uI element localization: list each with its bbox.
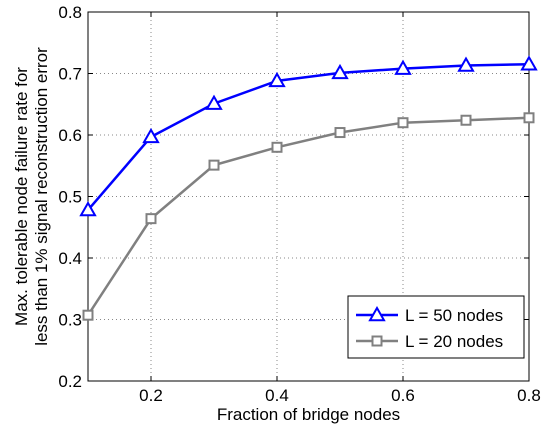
legend-marker: [371, 335, 383, 347]
x-tick-label: 0.4: [265, 386, 289, 405]
y-tick-label: 0.5: [58, 188, 82, 207]
series-line: [86, 116, 530, 316]
series-l20: [82, 112, 535, 321]
data-point: [394, 59, 412, 75]
data-point: [331, 63, 349, 80]
axis-ticks: 0.2 0.3 0.4 0.5 0.6 0.7 0.8 0.2 0.4 0.6 0.8: [58, 3, 540, 405]
x-tick-label: 0.8: [517, 386, 541, 405]
series-line: [87, 63, 530, 211]
data-point: [142, 127, 160, 144]
data-point: [397, 117, 409, 129]
data-point: [457, 56, 475, 72]
legend-marker: [368, 305, 386, 322]
y-tick-label: 0.2: [58, 372, 82, 391]
data-point: [82, 309, 94, 321]
series-l50: [79, 55, 538, 217]
legend-label: L = 20 nodes: [405, 332, 503, 351]
x-tick-label: 0.2: [139, 386, 163, 405]
data-point: [523, 112, 535, 124]
grid-lines: [88, 12, 529, 381]
y-tick-label: 0.8: [58, 3, 82, 22]
x-axis-label: Fraction of bridge nodes: [217, 405, 400, 424]
data-point: [460, 114, 472, 126]
data-point: [145, 213, 157, 225]
y-tick-label: 0.7: [58, 65, 82, 84]
data-point: [208, 159, 220, 171]
y-axis-label-line-1: Max. tolerable node failure rate for: [12, 67, 31, 326]
data-point: [271, 141, 283, 153]
x-tick-label: 0.6: [391, 386, 415, 405]
series-group: [79, 55, 538, 321]
y-axis-label-line-2: less than 1% signal reconstruction error: [32, 47, 51, 346]
y-tick-label: 0.3: [58, 311, 82, 330]
data-point: [79, 201, 97, 217]
legend-box: [347, 295, 525, 359]
data-point: [268, 71, 286, 88]
data-point: [334, 127, 346, 139]
legend-label: L = 50 nodes: [405, 306, 503, 325]
legend: L = 50 nodes L = 20 nodes: [347, 295, 525, 359]
y-tick-label: 0.4: [58, 249, 82, 268]
data-point: [205, 94, 223, 110]
y-tick-label: 0.6: [58, 126, 82, 145]
data-point: [520, 55, 538, 71]
